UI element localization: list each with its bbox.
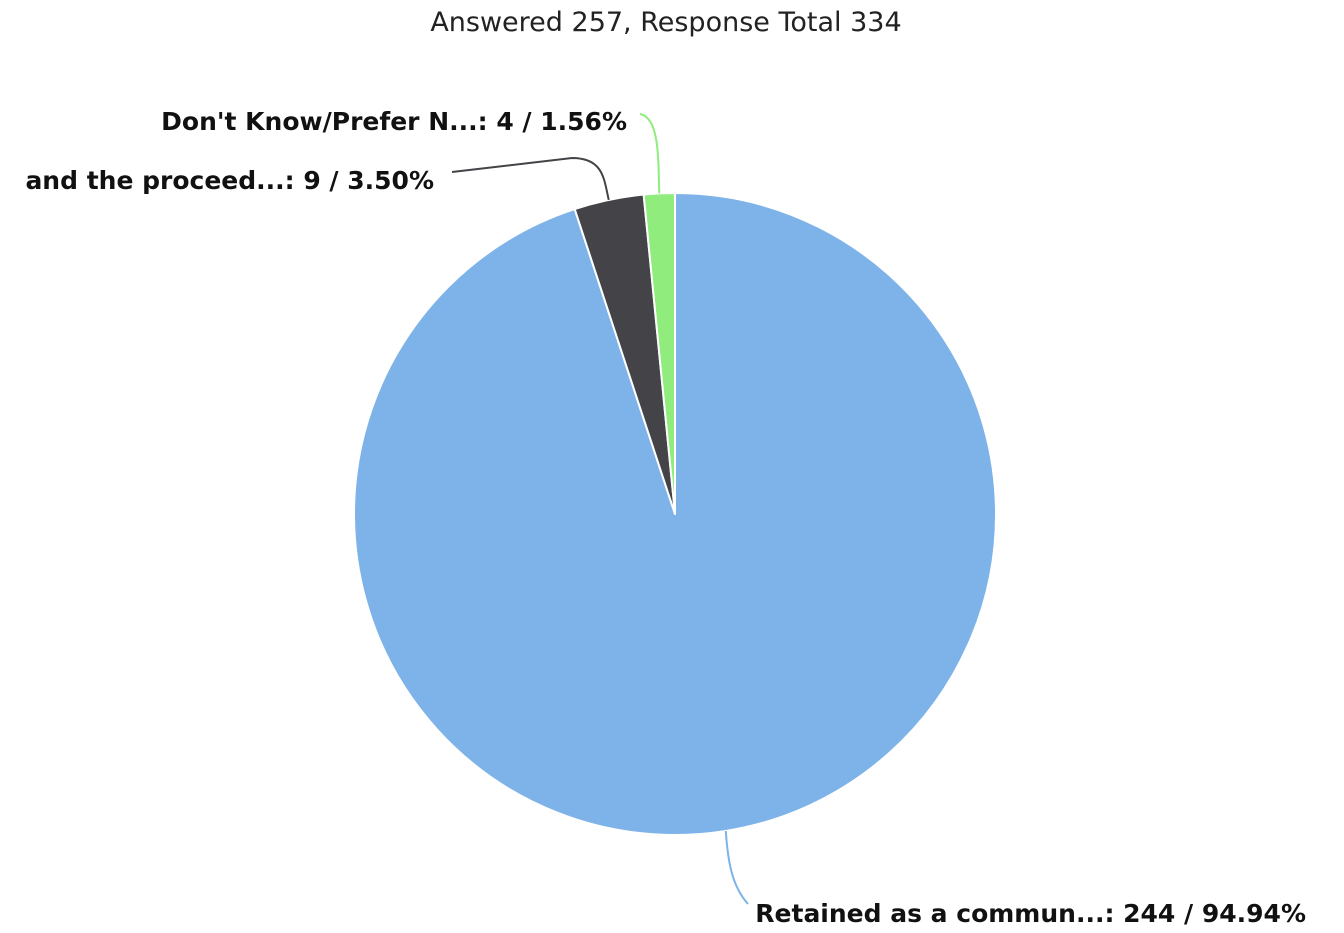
leader-lines — [451, 113, 749, 905]
slice-label-2: and the proceed...: 9 / 3.50% — [25, 166, 434, 195]
slice-label-3: Don't Know/Prefer N...: 4 / 1.56% — [161, 107, 627, 136]
pie-slice-3[interactable] — [642, 192, 676, 515]
pie-slices — [353, 192, 998, 836]
slice-labels: Retained as a commun...: 244 / 94.94% and… — [25, 107, 1306, 928]
slice-label-1: Retained as a commun...: 244 / 94.94% — [755, 899, 1306, 928]
chart-title: Answered 257, Response Total 334 — [430, 7, 901, 38]
leader-line-1 — [724, 830, 749, 905]
leader-line-3 — [639, 113, 661, 194]
leader-line-2 — [451, 156, 610, 201]
